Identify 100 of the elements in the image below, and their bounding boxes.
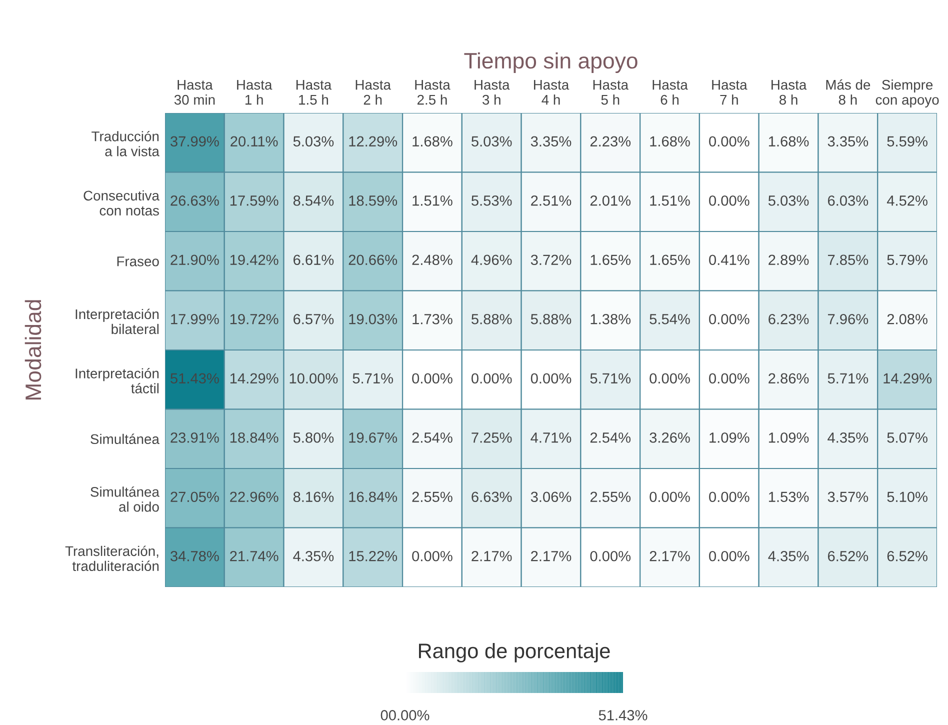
data-label: 1.38%	[590, 314, 631, 324]
data-label: 51.43%	[170, 373, 219, 384]
data-label: 1.73%	[412, 314, 452, 324]
data-label: 0.00%	[709, 314, 750, 324]
data-label: 19.67%	[349, 432, 398, 443]
data-label: 37.99%	[170, 136, 219, 147]
data-label: 0.00%	[709, 492, 750, 502]
x-tick-label: Hasta 4 h	[534, 80, 570, 105]
data-label: 5.88%	[472, 314, 512, 324]
data-label: 0.00%	[709, 550, 750, 562]
data-label: 3.57%	[828, 492, 868, 502]
data-label: 1.51%	[412, 196, 452, 206]
data-label: 0.00%	[650, 373, 690, 384]
data-label: 22.96%	[230, 492, 278, 502]
y-tick-label: Traducción a la vista	[92, 130, 160, 156]
data-label: 2.23%	[590, 136, 631, 147]
data-label: 8.54%	[293, 195, 334, 206]
data-label: 23.91%	[170, 432, 219, 443]
data-label: 2.55%	[590, 492, 631, 502]
x-tick-label: Hasta 6 h	[652, 80, 688, 105]
data-label: 6.03%	[828, 195, 868, 206]
data-label: 20.66%	[348, 254, 398, 266]
data-label: 5.80%	[293, 432, 334, 443]
y-tick-label: Interpretación táctil	[76, 368, 159, 394]
x-tick-label: Hasta 2.5 h	[415, 80, 450, 105]
color-bar-label: 00.00%	[380, 710, 430, 720]
data-label: 16.84%	[349, 492, 398, 502]
data-label: 0.00%	[650, 492, 690, 502]
data-label: 2.54%	[590, 432, 631, 443]
data-label: 14.29%	[230, 373, 278, 384]
data-label: 3.06%	[530, 492, 572, 502]
data-label: 3.35%	[828, 136, 868, 147]
data-label: 2.48%	[412, 254, 452, 266]
y-tick-label: Transliteración, traduliteración	[65, 546, 159, 572]
data-label: 17.59%	[230, 195, 278, 206]
data-label: 5.03%	[472, 136, 512, 147]
data-label: 5.54%	[650, 314, 690, 324]
x-tick-label: Hasta 7 h	[712, 80, 748, 105]
data-label: 14.29%	[884, 373, 932, 384]
x-axis-title: Tiempo sin apoyo	[464, 52, 638, 74]
data-label: 5.71%	[590, 373, 631, 384]
data-label: 0.00%	[530, 373, 572, 384]
data-label: 5.03%	[768, 195, 809, 206]
data-label: 4.96%	[471, 254, 512, 266]
data-label: 27.05%	[170, 492, 219, 502]
data-label: 5.53%	[472, 195, 512, 206]
data-label: 2.55%	[412, 492, 452, 502]
y-tick-label: Simultánea	[90, 434, 160, 444]
data-label: 0.00%	[412, 550, 452, 562]
data-label: 1.09%	[710, 432, 750, 443]
data-label: 2.17%	[531, 550, 572, 562]
x-tick-label: Más de 8 h	[826, 79, 870, 105]
x-tick-label: Siempre con apoyo	[876, 80, 939, 108]
data-label: 4.71%	[530, 432, 572, 443]
data-label: 3.72%	[530, 254, 572, 266]
y-tick-label: Simultánea al oido	[90, 486, 160, 512]
data-label: 19.42%	[230, 254, 278, 266]
data-label: 0.00%	[709, 373, 750, 384]
data-label: 6.23%	[768, 314, 809, 324]
data-label: 19.72%	[230, 314, 278, 324]
x-tick-label: Hasta 8 h	[772, 80, 807, 105]
data-label: 20.11%	[230, 136, 278, 147]
data-label: 5.59%	[887, 136, 928, 147]
data-label: 7.85%	[828, 254, 868, 266]
y-axis-title: Modalidad	[24, 300, 42, 400]
data-label: 5.03%	[293, 136, 334, 147]
data-label: 0.00%	[709, 195, 750, 206]
data-label: 2.89%	[768, 254, 809, 266]
data-label: 1.09%	[768, 432, 809, 443]
data-label: 1.51%	[650, 196, 690, 206]
data-label: 26.63%	[170, 195, 219, 206]
data-label: 1.53%	[768, 492, 809, 502]
data-label: 2.08%	[887, 314, 928, 324]
data-label: 21.90%	[170, 254, 219, 266]
x-tick-label: Hasta 30 min	[174, 80, 215, 105]
data-label: 6.61%	[294, 254, 334, 266]
data-label: 8.16%	[293, 492, 334, 502]
data-label: 19.03%	[349, 314, 398, 324]
data-label: 2.01%	[590, 195, 631, 206]
data-label: 7.96%	[828, 314, 868, 324]
x-tick-label: Hasta 1 h	[237, 80, 272, 105]
data-label: 5.07%	[887, 432, 928, 443]
y-tick-label: Fraseo	[117, 256, 159, 266]
data-label: 21.74%	[230, 550, 278, 562]
data-label: 0.00%	[472, 373, 512, 384]
data-label: 2.51%	[531, 195, 572, 206]
data-label: 34.78%	[170, 550, 219, 562]
data-label: 5.79%	[887, 254, 928, 266]
data-label: 0.41%	[709, 254, 750, 266]
data-label: 3.35%	[530, 136, 572, 147]
data-label: 5.88%	[530, 314, 572, 324]
y-tick-label: Consecutiva con notas	[84, 190, 160, 216]
data-label: 3.26%	[650, 432, 690, 443]
data-label: 1.68%	[650, 136, 690, 147]
data-label: 5.71%	[352, 373, 394, 384]
data-label: 1.68%	[412, 136, 452, 147]
data-label: 4.52%	[886, 195, 928, 206]
data-label: 1.65%	[650, 254, 690, 266]
data-label: 15.22%	[349, 550, 398, 562]
data-label: 1.68%	[768, 136, 809, 147]
